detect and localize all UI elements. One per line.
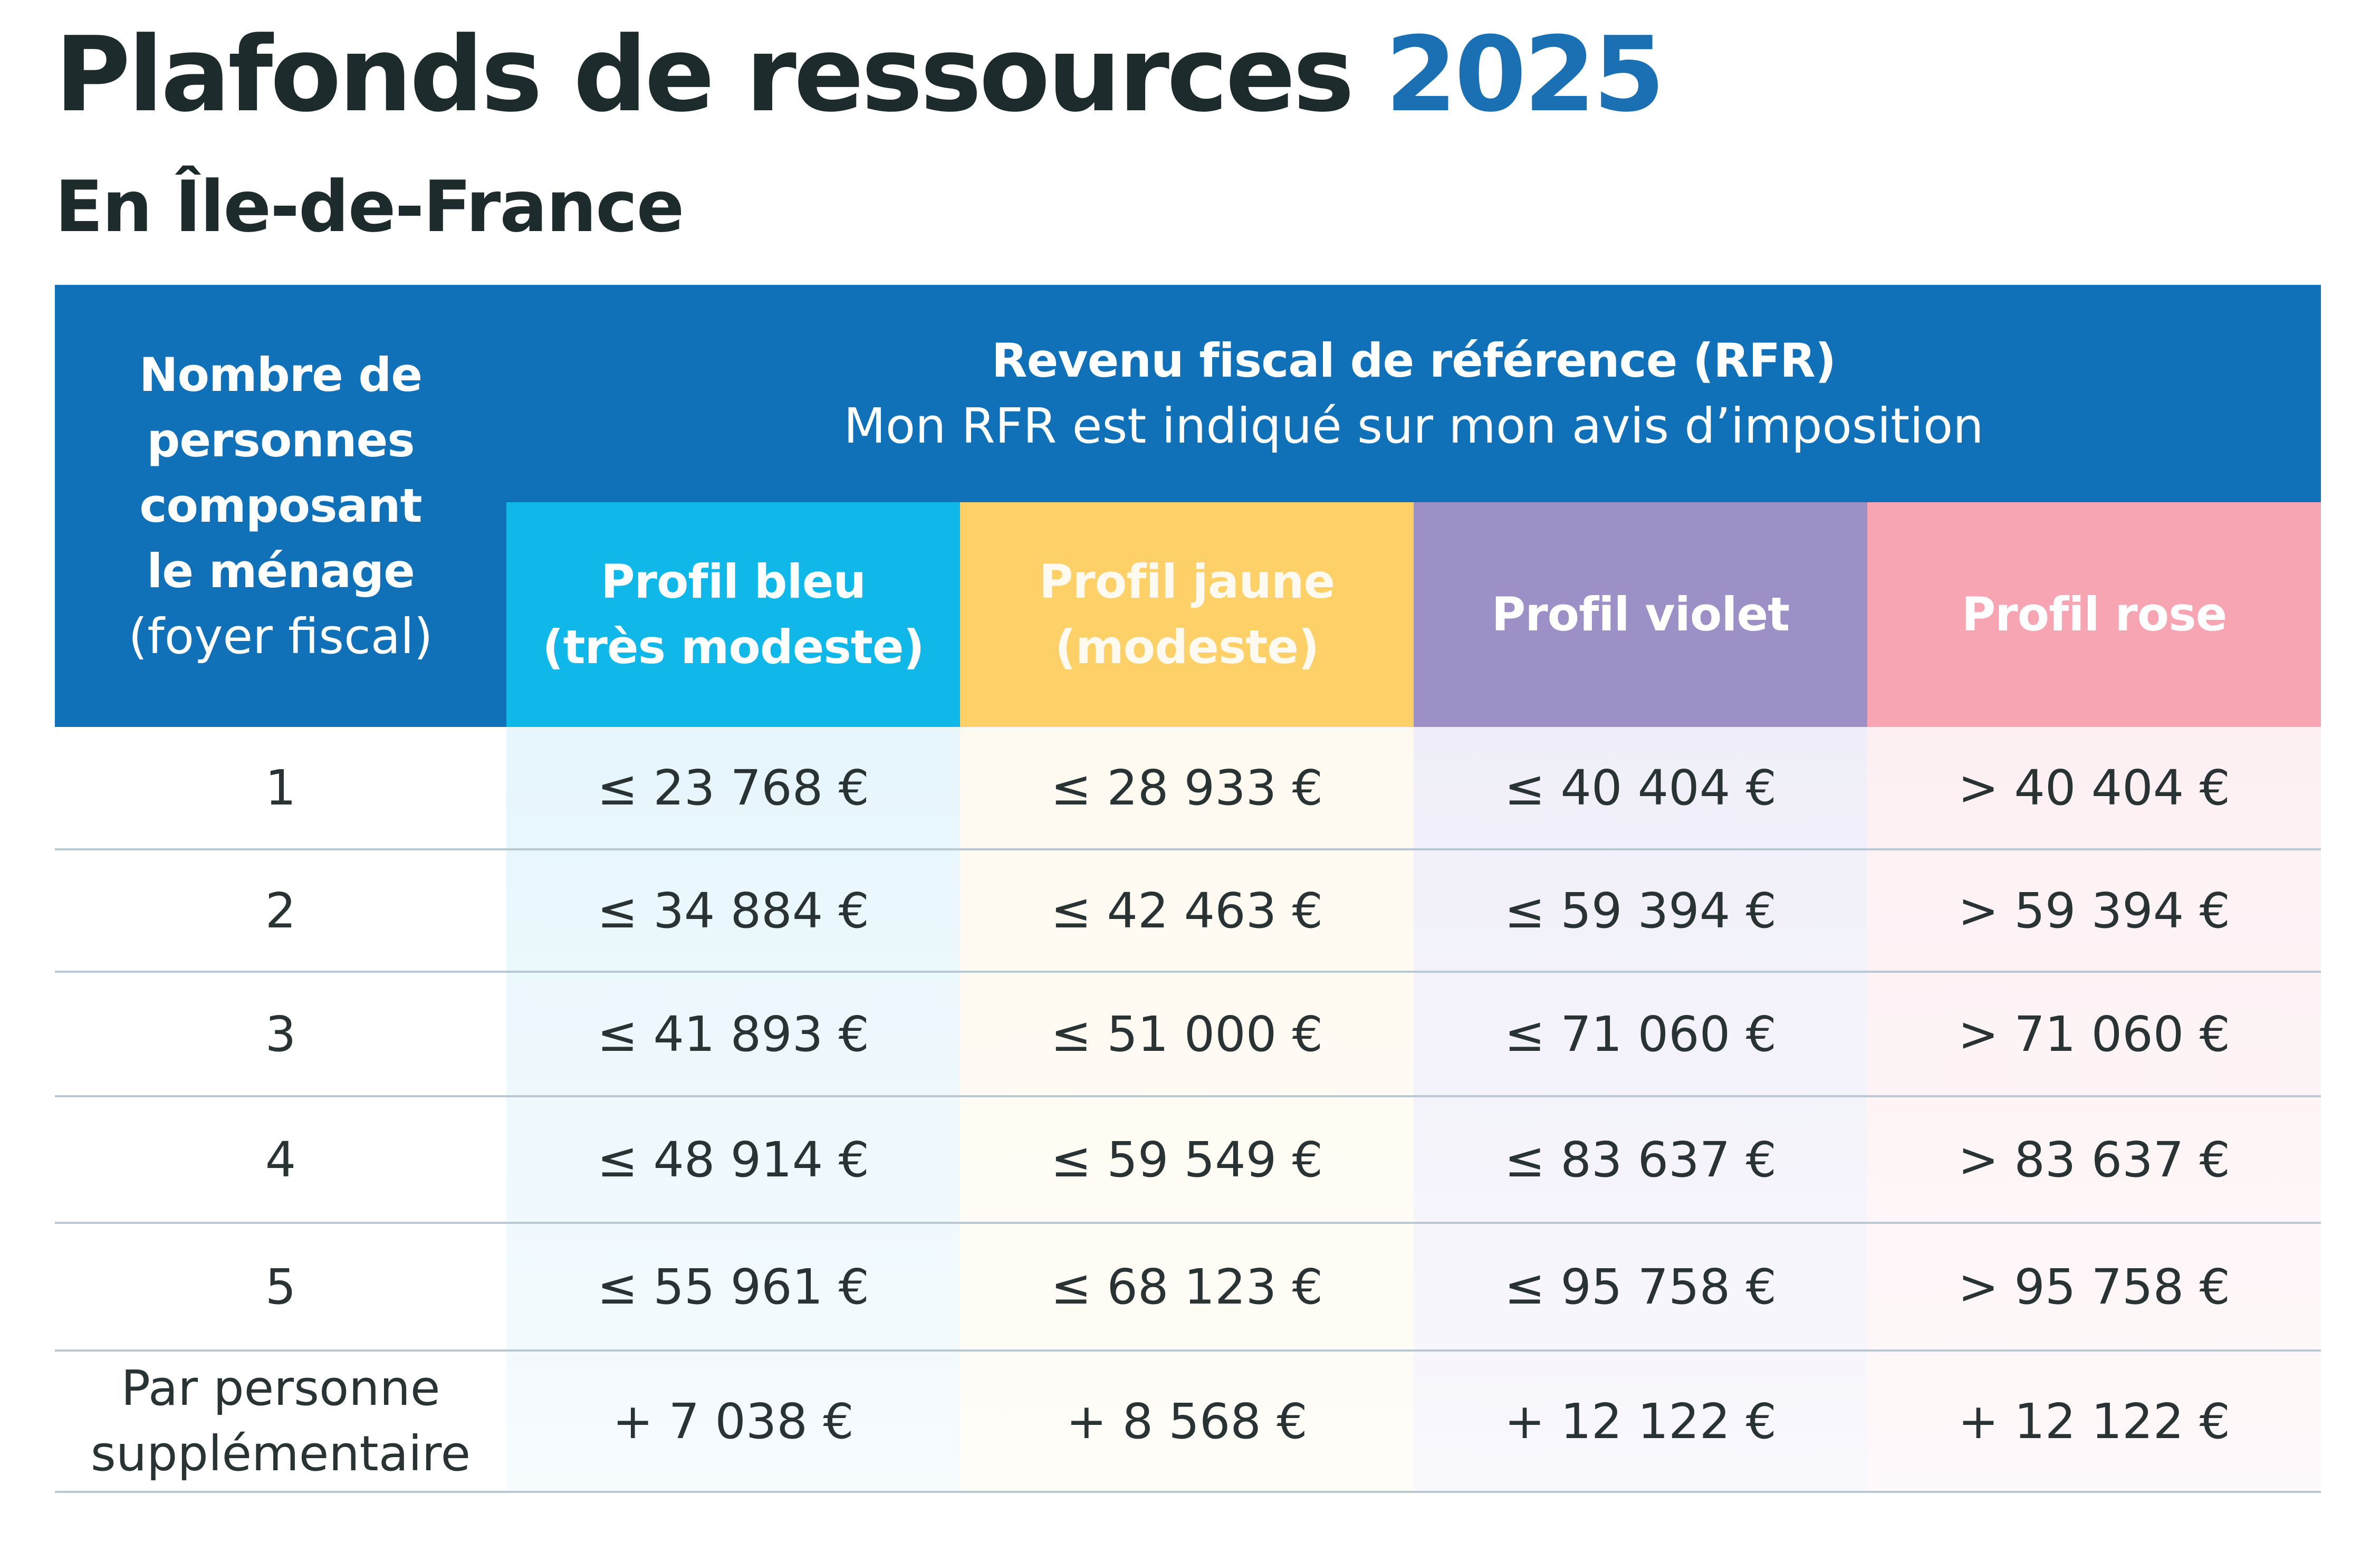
profil-bleu-header: Profil bleu (très modeste)	[506, 502, 960, 727]
table-row: 5 ≤ 55 961 € ≤ 68 123 € ≤ 95 758 € > 95 …	[55, 1224, 2321, 1352]
page-subtitle: En Île-de-France	[55, 166, 684, 248]
profil-violet-header: Profil violet	[1414, 502, 1867, 727]
profil-jaune-header: Profil jaune (modeste)	[960, 502, 1414, 727]
profil-bleu-value: ≤ 34 884 €	[597, 882, 870, 939]
profil-jaune-value: ≤ 68 123 €	[1050, 1258, 1323, 1315]
profil-rose-value: > 59 394 €	[1957, 882, 2231, 939]
profil-rose-background	[1867, 727, 2321, 1493]
profil-violet-background	[1414, 727, 1867, 1493]
column-profil-jaune: Profil jaune (modeste)	[960, 502, 1414, 1493]
profil-rose-label: Profil rose	[1961, 587, 2228, 641]
table-row: 2 ≤ 34 884 € ≤ 42 463 € ≤ 59 394 € > 59 …	[55, 850, 2321, 973]
extra-person-label-line1: Par personne	[121, 1360, 440, 1416]
column-profil-rose: Profil rose	[1867, 502, 2321, 1493]
profil-violet-value: ≤ 83 637 €	[1504, 1131, 1777, 1188]
profil-bleu-value: ≤ 48 914 €	[597, 1131, 870, 1188]
household-size-cell: 4	[265, 1131, 296, 1188]
table-body: 1 ≤ 23 768 € ≤ 28 933 € ≤ 40 404 € > 40 …	[55, 727, 2321, 1493]
table-row: 4 ≤ 48 914 € ≤ 59 549 € ≤ 83 637 € > 83 …	[55, 1097, 2321, 1224]
household-size-header: Nombre de personnes composant le ménage …	[55, 285, 506, 727]
household-header-line3: composant	[139, 478, 422, 533]
profil-rose-value: > 71 060 €	[1957, 1005, 2231, 1062]
profil-jaune-extra-value: + 8 568 €	[1066, 1393, 1308, 1450]
profil-bleu-sublabel: (très modeste)	[542, 620, 925, 674]
household-size-cell: 3	[265, 1005, 296, 1062]
profil-jaune-sublabel: (modeste)	[1054, 620, 1319, 674]
profil-bleu-background	[506, 727, 960, 1493]
profil-jaune-value: ≤ 42 463 €	[1050, 882, 1323, 939]
rfr-header: Revenu fiscal de référence (RFR) Mon RFR…	[506, 285, 2321, 502]
profil-jaune-value: ≤ 51 000 €	[1050, 1005, 1323, 1062]
extra-person-label: Par personne supplémentaire	[55, 1352, 506, 1491]
household-header-line1: Nombre de	[139, 348, 423, 402]
extra-person-label-line2: supplémentaire	[90, 1425, 471, 1482]
household-size-cell: 1	[265, 759, 296, 816]
profil-rose-value: > 83 637 €	[1957, 1131, 2231, 1188]
profil-violet-value: ≤ 71 060 €	[1504, 1005, 1777, 1062]
profil-jaune-value: ≤ 59 549 €	[1050, 1131, 1323, 1188]
profil-bleu-extra-value: + 7 038 €	[612, 1393, 854, 1450]
profil-violet-label: Profil violet	[1491, 587, 1790, 641]
rfr-header-title: Revenu fiscal de référence (RFR)	[991, 333, 1836, 388]
page-title-main: Plafonds de ressources	[55, 15, 1355, 135]
profil-bleu-label: Profil bleu	[600, 554, 866, 609]
profil-bleu-value: ≤ 23 768 €	[597, 759, 870, 816]
profil-bleu-value: ≤ 55 961 €	[597, 1258, 870, 1315]
income-ceiling-table: Nombre de personnes composant le ménage …	[55, 285, 2321, 1493]
profil-violet-value: ≤ 95 758 €	[1504, 1258, 1777, 1315]
column-profil-violet: Profil violet	[1414, 502, 1867, 1493]
page-title: Plafonds de ressources 2025	[55, 12, 1665, 138]
rfr-header-subtitle: Mon RFR est indiqué sur mon avis d’impos…	[843, 398, 1984, 454]
table-row: 1 ≤ 23 768 € ≤ 28 933 € ≤ 40 404 € > 40 …	[55, 727, 2321, 850]
table-row: 3 ≤ 41 893 € ≤ 51 000 € ≤ 71 060 € > 71 …	[55, 973, 2321, 1097]
household-size-cell: 5	[265, 1258, 296, 1315]
profil-rose-extra-value: + 12 122 €	[1957, 1393, 2231, 1450]
page-title-year: 2025	[1385, 15, 1665, 135]
table-row-extra-person: Par personne supplémentaire + 7 038 € + …	[55, 1352, 2321, 1493]
profil-rose-header: Profil rose	[1867, 502, 2321, 727]
household-header-line5: (foyer fiscal)	[128, 608, 433, 665]
profil-violet-value: ≤ 40 404 €	[1504, 759, 1777, 816]
household-size-cell: 2	[265, 882, 296, 939]
profil-jaune-value: ≤ 28 933 €	[1050, 759, 1323, 816]
household-header-line2: personnes	[147, 413, 415, 467]
profil-violet-extra-value: + 12 122 €	[1504, 1393, 1777, 1450]
column-profil-bleu: Profil bleu (très modeste)	[506, 502, 960, 1493]
profil-rose-value: > 95 758 €	[1957, 1258, 2231, 1315]
household-header-line4: le ménage	[147, 544, 415, 598]
profil-jaune-label: Profil jaune	[1039, 554, 1335, 609]
profil-jaune-background	[960, 727, 1414, 1493]
profil-violet-value: ≤ 59 394 €	[1504, 882, 1777, 939]
profil-rose-value: > 40 404 €	[1957, 759, 2231, 816]
profil-bleu-value: ≤ 41 893 €	[597, 1005, 870, 1062]
